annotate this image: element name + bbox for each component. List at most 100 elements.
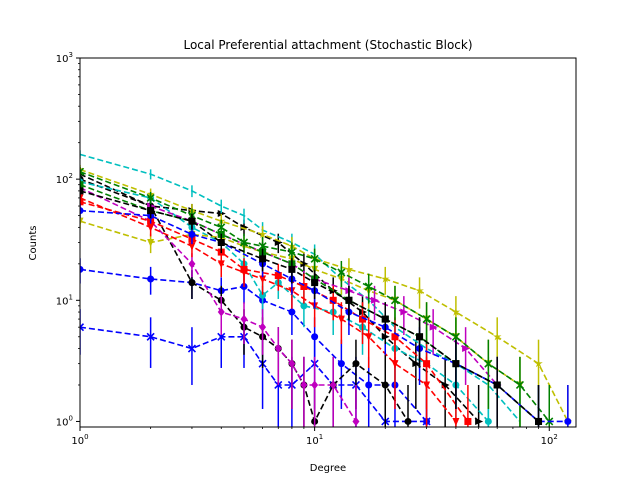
data-point: [300, 302, 308, 310]
y-axis-label: Counts: [28, 226, 39, 261]
series-layer: [80, 150, 573, 427]
data-point: [484, 359, 493, 368]
data-point: [311, 279, 319, 287]
data-point: [515, 380, 525, 390]
series-6: [80, 176, 492, 427]
data-point: [365, 333, 373, 342]
data-point: [451, 307, 461, 316]
y-axis: 100 101 102 103: [56, 51, 80, 428]
data-point: [371, 296, 380, 304]
series-line: [80, 186, 357, 422]
data-point: [337, 268, 346, 277]
chart-title: Local Preferential attachment (Stochasti…: [183, 38, 472, 52]
data-point: [344, 264, 354, 274]
data-point: [534, 359, 543, 368]
data-point: [187, 344, 197, 353]
data-point: [217, 332, 226, 341]
data-point: [300, 282, 308, 290]
data-point: [337, 360, 345, 368]
data-point: [475, 417, 484, 425]
series-13: [80, 167, 554, 427]
data-point: [147, 239, 155, 247]
data-point: [352, 416, 360, 426]
data-point: [452, 417, 460, 426]
data-point: [462, 345, 471, 353]
data-point: [423, 360, 431, 368]
x-tick-label: 101: [306, 433, 323, 447]
data-point: [412, 360, 421, 368]
data-point: [259, 322, 267, 332]
y-tick-label: 102: [56, 172, 73, 186]
data-point: [310, 254, 319, 263]
data-point: [415, 286, 424, 295]
data-point: [564, 417, 572, 425]
data-point: [147, 275, 155, 283]
data-point: [329, 296, 337, 304]
data-point: [80, 167, 85, 176]
data-point: [188, 259, 196, 269]
y-tick-label: 103: [56, 51, 73, 65]
data-point: [258, 229, 267, 239]
data-point: [80, 265, 84, 273]
data-point: [484, 417, 492, 425]
data-point: [380, 274, 390, 283]
series-1: [80, 309, 431, 427]
series-line: [80, 326, 427, 423]
data-point: [188, 217, 196, 225]
series-line: [150, 205, 498, 386]
data-point: [288, 359, 296, 369]
data-point: [391, 333, 399, 341]
data-point: [365, 381, 373, 389]
data-point: [329, 380, 337, 390]
data-point: [240, 314, 248, 324]
data-point: [429, 323, 438, 331]
data-point: [400, 308, 409, 316]
data-point: [188, 279, 196, 287]
y-tick-label: 100: [56, 414, 73, 428]
data-point: [239, 238, 249, 247]
data-point: [274, 380, 283, 390]
data-point: [80, 198, 84, 206]
data-point: [311, 380, 319, 390]
x-axis-label: Degree: [310, 463, 346, 474]
data-point: [381, 315, 389, 323]
data-point: [422, 315, 431, 324]
series-3: [80, 169, 484, 427]
data-point: [217, 210, 226, 218]
data-point: [259, 275, 267, 284]
data-point: [452, 360, 460, 368]
data-point: [300, 260, 309, 268]
data-point: [288, 265, 296, 273]
series-line: [80, 171, 550, 422]
series-line: [80, 168, 569, 422]
data-point: [404, 417, 412, 425]
data-point: [240, 223, 249, 231]
data-point: [259, 291, 267, 299]
data-point: [493, 381, 501, 389]
x-axis: 100 101 102: [71, 427, 558, 447]
data-point: [359, 315, 367, 323]
data-point: [274, 272, 282, 280]
data-point: [146, 332, 155, 341]
data-point: [451, 332, 460, 341]
series-line: [80, 209, 568, 423]
data-point: [80, 187, 84, 195]
data-point: [217, 260, 225, 269]
data-point: [217, 239, 225, 246]
y-tick-label: 101: [56, 293, 73, 307]
data-point: [147, 207, 155, 215]
data-point: [300, 380, 308, 390]
data-point: [217, 307, 225, 317]
x-tick-label: 102: [541, 433, 558, 447]
data-point: [80, 217, 84, 226]
data-point: [345, 296, 353, 304]
data-point: [352, 360, 360, 368]
data-point: [464, 417, 472, 425]
data-point: [80, 323, 85, 332]
data-point: [311, 333, 319, 341]
data-point: [274, 344, 282, 354]
data-point: [80, 181, 84, 189]
data-point: [492, 332, 502, 341]
data-point: [288, 308, 296, 316]
